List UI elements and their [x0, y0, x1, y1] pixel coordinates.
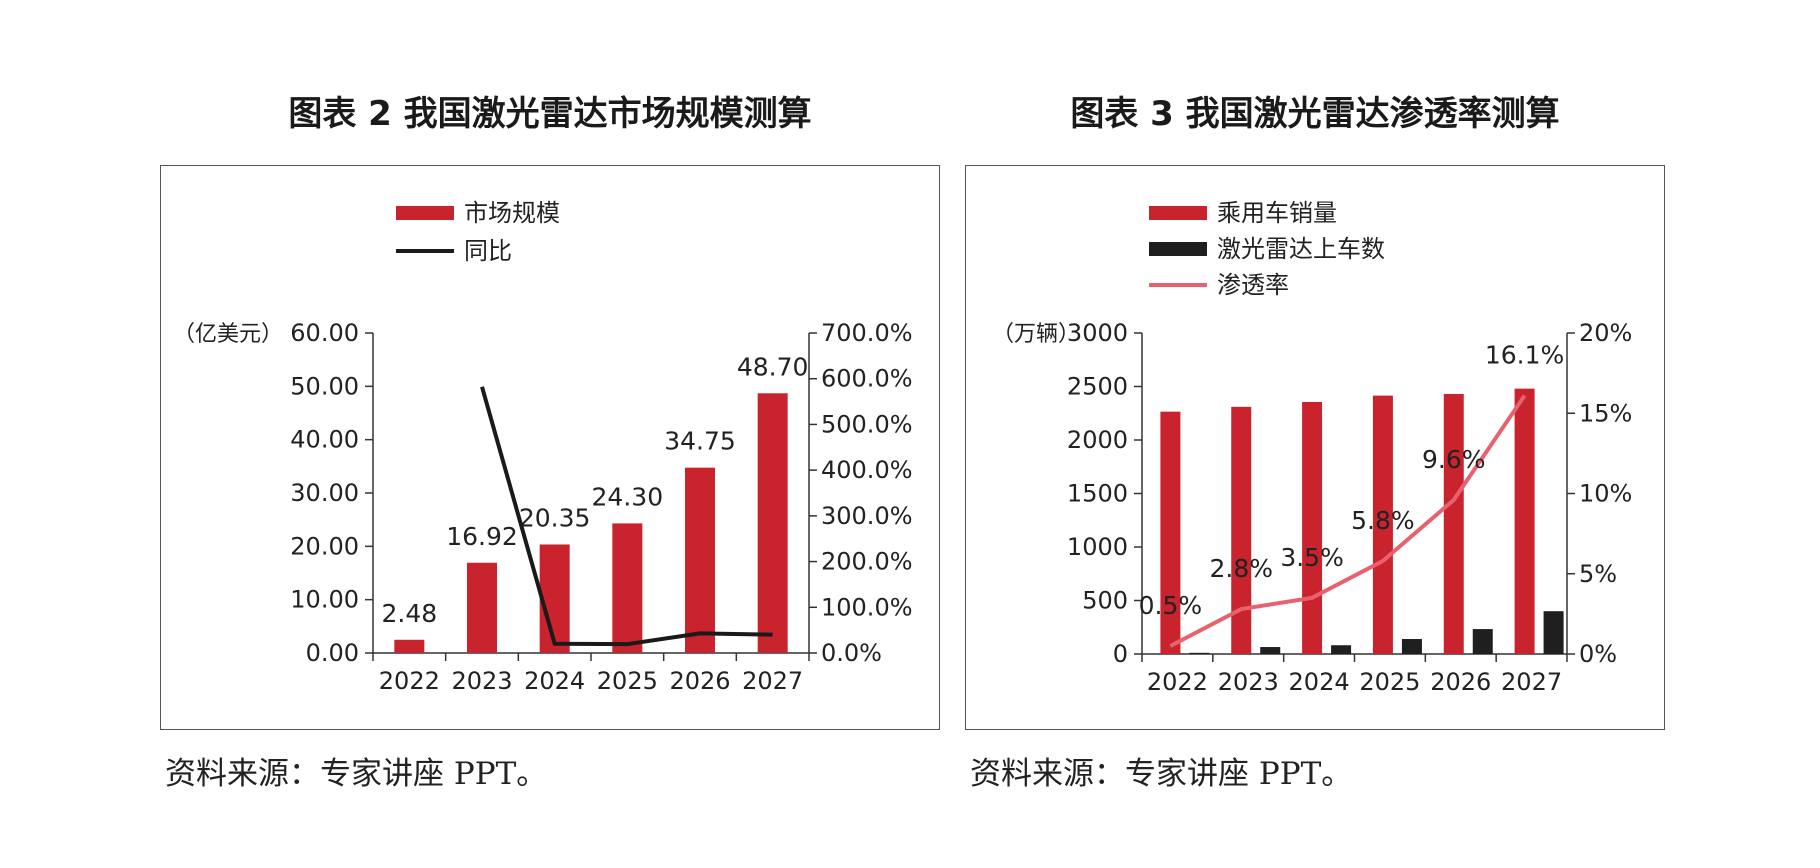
left-tick-label: 0.00	[306, 639, 359, 667]
x-tick-label: 2027	[1501, 668, 1562, 696]
x-tick-label: 2022	[379, 667, 440, 695]
left-tick-label: 2500	[1067, 373, 1128, 401]
right-tick-label: 0%	[1579, 640, 1617, 668]
x-tick-label: 2025	[1359, 668, 1420, 696]
right-tick-label: 300.0%	[821, 502, 913, 530]
right-tick-label: 400.0%	[821, 456, 913, 484]
left-tick-label: 3000	[1067, 319, 1128, 347]
bar	[757, 393, 788, 653]
line-data-label: 5.8%	[1351, 506, 1415, 535]
right-tick-label: 0.0%	[821, 639, 882, 667]
source-note: 资料来源：专家讲座 PPT。	[165, 756, 548, 792]
left-axis-unit: （万辆）	[992, 322, 1080, 347]
x-tick-label: 2022	[1147, 668, 1208, 696]
series-line	[480, 386, 773, 647]
left-tick-label: 20.00	[290, 532, 359, 560]
right-tick-label: 20%	[1579, 319, 1632, 347]
line-data-label: 3.5%	[1280, 543, 1344, 572]
legend-label: 渗透率	[1217, 271, 1289, 299]
bar	[1514, 388, 1535, 654]
left-tick-label: 60.00	[290, 319, 359, 347]
line-data-label: 16.1%	[1485, 341, 1564, 370]
bar	[539, 544, 570, 653]
bar	[467, 562, 497, 653]
bar-data-label: 20.35	[519, 503, 591, 532]
market-size-chart: 0.00 10.00 20.00 30.00 40.00 50.00 60.00 （亿美元） 0…	[173, 199, 913, 695]
x-tick-label: 2024	[524, 667, 585, 695]
legend-swatch	[1149, 242, 1207, 256]
line-data-label: 0.5%	[1139, 591, 1203, 620]
x-tick-label: 2025	[597, 667, 658, 695]
right-tick-label: 100.0%	[821, 593, 913, 621]
series-line	[1169, 394, 1527, 648]
bar-data-label: 2.48	[381, 599, 437, 628]
left-tick-label: 10.00	[290, 586, 359, 614]
bar-data-label: 16.92	[446, 522, 518, 551]
bar	[1401, 639, 1422, 654]
right-tick-label: 500.0%	[821, 410, 913, 438]
left-tick-label: 50.00	[290, 372, 359, 400]
right-tick-label: 15%	[1579, 399, 1632, 427]
left-tick-label: 0	[1113, 640, 1128, 668]
legend-label: 市场规模	[464, 199, 560, 227]
bar-data-label: 34.75	[664, 427, 736, 456]
left-tick-label: 1500	[1067, 480, 1128, 508]
bar	[1302, 402, 1323, 654]
bar	[1443, 393, 1464, 654]
bar	[1160, 411, 1181, 654]
legend-label: 激光雷达上车数	[1217, 235, 1385, 263]
right-tick-label: 200.0%	[821, 548, 913, 576]
left-tick-label: 2000	[1067, 426, 1128, 454]
legend-label: 同比	[464, 237, 512, 265]
left-tick-label: 40.00	[290, 426, 359, 454]
right-tick-label: 600.0%	[821, 365, 913, 393]
legend-swatch	[1149, 206, 1207, 220]
left-tick-label: 30.00	[290, 479, 359, 507]
chart-frame: 0.00 10.00 20.00 30.00 40.00 50.00 60.00 （亿美元） 0…	[160, 165, 940, 730]
bar	[1543, 611, 1564, 654]
bar-data-label: 48.70	[737, 352, 809, 381]
penetration-rate-chart: 0 500 1000 1500 2000 2500 3000（万辆） 0% 5% 10% 15% 20…	[992, 199, 1632, 696]
right-tick-label: 5%	[1579, 560, 1617, 588]
x-tick-label: 2024	[1289, 668, 1350, 696]
bar	[612, 523, 643, 653]
figure-title: 图表 2 我国激光雷达市场规模测算	[288, 94, 812, 134]
bar	[1260, 647, 1281, 654]
legend-label: 乘用车销量	[1217, 199, 1337, 227]
left-axis-unit: （亿美元）	[173, 322, 283, 347]
source-note: 资料来源：专家讲座 PPT。	[970, 756, 1353, 792]
bar	[685, 467, 715, 653]
bar	[1472, 629, 1493, 654]
bar	[394, 639, 425, 653]
legend-swatch	[396, 206, 454, 220]
line-data-label: 2.8%	[1209, 554, 1273, 583]
x-tick-label: 2023	[1218, 668, 1279, 696]
x-tick-label: 2023	[451, 667, 512, 695]
bar	[1231, 406, 1252, 654]
chart-frame: 0 500 1000 1500 2000 2500 3000 （万辆） 0% 5% 10% 15% 20…	[965, 165, 1665, 730]
line-data-label: 9.6%	[1422, 445, 1486, 474]
left-tick-label: 1000	[1067, 533, 1128, 561]
figure-title: 图表 3 我国激光雷达渗透率测算	[1070, 94, 1560, 134]
x-tick-label: 2026	[669, 667, 730, 695]
x-tick-label: 2027	[742, 667, 803, 695]
right-tick-label: 700.0%	[821, 319, 913, 347]
bar	[1331, 645, 1352, 654]
bar	[1189, 652, 1210, 654]
x-tick-label: 2026	[1430, 668, 1491, 696]
bar	[1372, 395, 1393, 654]
bar-data-label: 24.30	[592, 482, 664, 511]
left-tick-label: 500	[1082, 587, 1128, 615]
right-tick-label: 10%	[1579, 480, 1632, 508]
